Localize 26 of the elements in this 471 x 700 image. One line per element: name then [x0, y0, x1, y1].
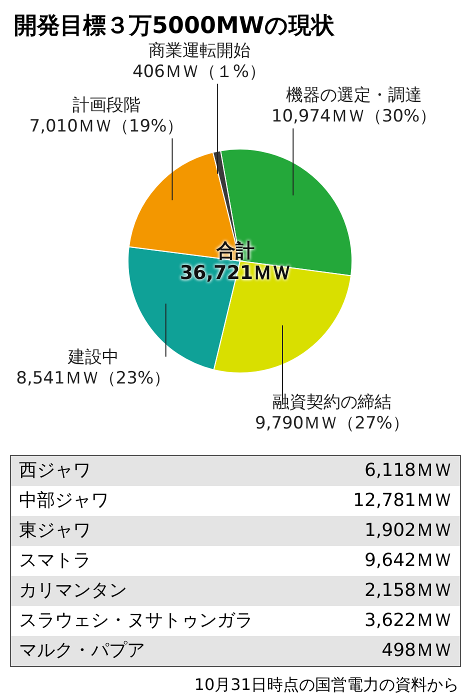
slice-label: 商業運転開始 — [148, 40, 250, 61]
text: 9,642ＭＷ — [364, 550, 452, 571]
data-label: 7,010ＭＷ（19%） — [29, 116, 184, 136]
data-label: 9,790ＭＷ（27%） — [255, 414, 410, 434]
chart-title: 開発目標３万5000MWの現状 — [13, 12, 336, 41]
data-label: 10,974ＭＷ（30%） — [271, 106, 437, 126]
slice-label: 計画段階 — [72, 95, 140, 116]
category-label: カリマンタン — [19, 579, 127, 603]
slice-label: 機器の選定・調達 — [286, 85, 422, 106]
category-label: マルク・パプア — [19, 639, 145, 663]
category-label: スマトラ — [19, 549, 91, 573]
text: 2,158ＭＷ — [364, 580, 452, 601]
category-label: スラウェシ・ヌサトゥンガラ — [19, 609, 253, 633]
slice-label: 融資契約の締結 — [272, 392, 392, 413]
category-label: 東ジャワ — [19, 519, 91, 543]
text: 6,118ＭＷ — [364, 460, 452, 481]
text: 10月31日時点の国営電力の資料から — [193, 674, 460, 696]
text: 12,781ＭＷ — [353, 490, 452, 511]
data-label: 406ＭＷ（１%） — [132, 62, 266, 82]
category-label: 西ジャワ — [19, 459, 91, 483]
slice-label: 建設中 — [66, 348, 119, 368]
text: 498ＭＷ — [382, 640, 452, 661]
text: 3,622ＭＷ — [364, 610, 452, 631]
category-label: 中部ジャワ — [19, 489, 109, 513]
data-label: 8,541ＭＷ（23%） — [16, 368, 171, 389]
text: 1,902ＭＷ — [364, 520, 452, 541]
